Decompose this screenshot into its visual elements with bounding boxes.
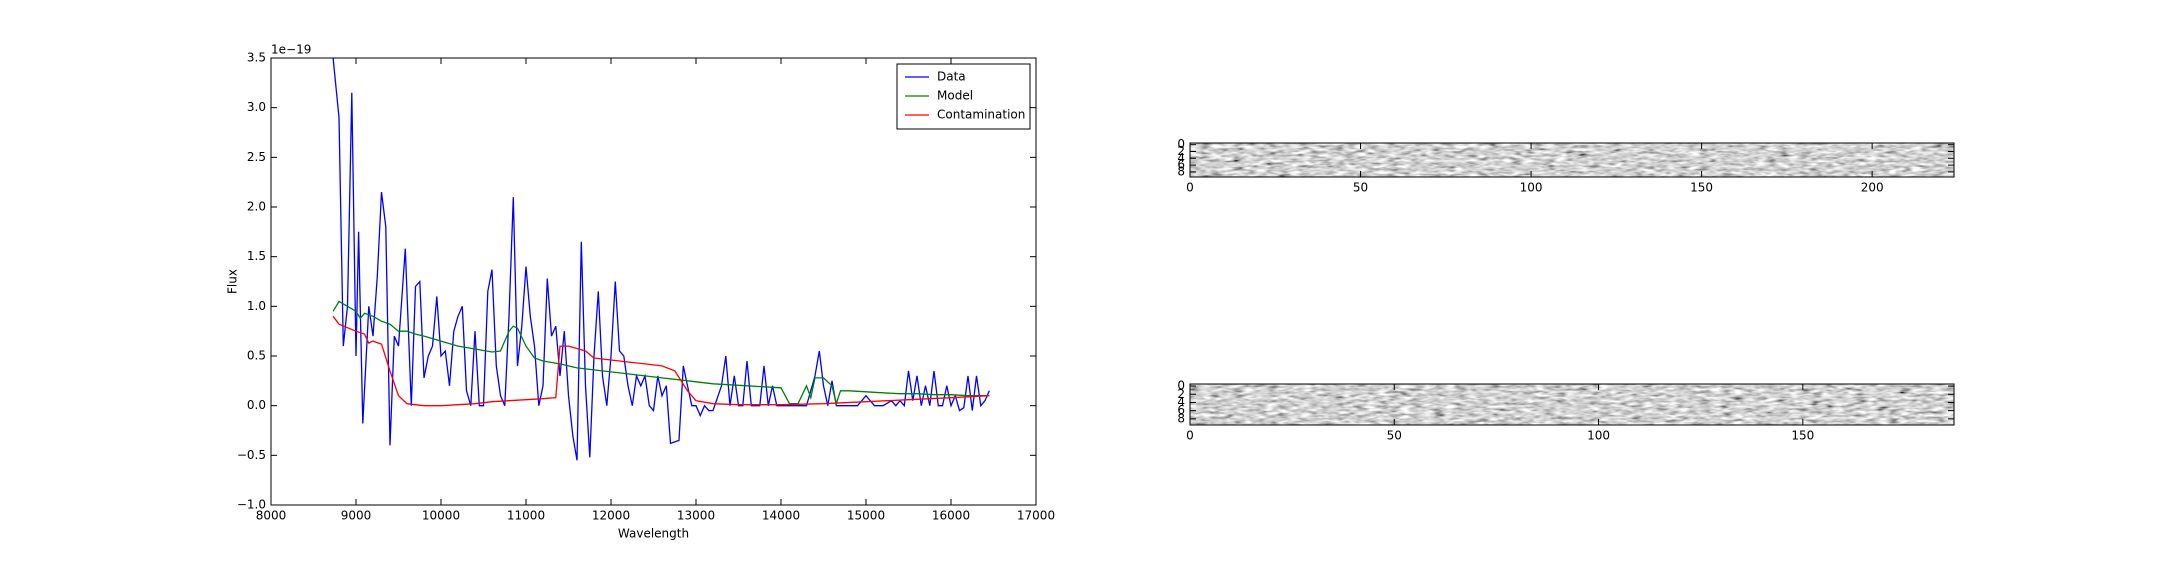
y-tick-label: 4: [1177, 395, 1185, 409]
y-tick-label: 8: [1177, 164, 1185, 178]
y-tick-label: 2: [1177, 387, 1185, 401]
y-tick-label: −0.5: [237, 448, 266, 462]
legend-label: Contamination: [937, 108, 1025, 122]
x-tick-label: 9000: [341, 509, 372, 523]
y-tick-label: 0.0: [247, 398, 266, 412]
series-line: [332, 315, 990, 407]
x-tick-label: 100: [1587, 429, 1610, 443]
x-tick-label: 16000: [932, 509, 970, 523]
x-tick-label: 50: [1387, 429, 1402, 443]
x-tick-label: 10000: [422, 509, 460, 523]
x-tick-label: 200: [1861, 181, 1884, 195]
y-tick-label: 2.5: [247, 150, 266, 164]
image: [1190, 384, 1954, 425]
series-line: [332, 58, 990, 461]
x-tick-label: 150: [1791, 429, 1814, 443]
x-axis-label: Wavelength: [618, 527, 689, 541]
x-tick-label: 50: [1353, 181, 1368, 195]
x-tick-label: 13000: [677, 509, 715, 523]
y-tick-label: 3.0: [247, 100, 266, 114]
x-tick-label: 0: [1186, 181, 1194, 195]
offset-label: 1e−19: [271, 43, 311, 57]
y-tick-label: 0: [1177, 137, 1185, 151]
legend-label: Model: [937, 89, 973, 103]
series-line: [332, 300, 990, 407]
legend-label: Data: [937, 70, 966, 84]
y-tick-label: 3.5: [247, 51, 266, 65]
image: [1190, 143, 1954, 177]
axes-frame: [270, 57, 1037, 506]
y-tick-label: 6: [1177, 403, 1185, 417]
x-tick-label: 17000: [1017, 509, 1055, 523]
x-tick-label: 100: [1520, 181, 1543, 195]
y-tick-label: 0.5: [247, 349, 266, 363]
y-tick-label: 1.5: [247, 249, 266, 263]
x-tick-label: 0: [1186, 429, 1194, 443]
x-tick-label: 11000: [507, 509, 545, 523]
y-tick-label: 8: [1177, 411, 1185, 425]
x-tick-label: 8000: [256, 509, 287, 523]
y-tick-label: −1.0: [237, 498, 266, 512]
axes-frame: [1189, 142, 1955, 178]
x-tick-label: 15000: [847, 509, 885, 523]
x-tick-label: 12000: [592, 509, 630, 523]
y-tick-label: 0: [1177, 379, 1185, 393]
x-tick-label: 14000: [762, 509, 800, 523]
y-axis-label: Flux: [226, 269, 240, 294]
y-tick-label: 2.0: [247, 200, 266, 214]
y-tick-label: 2: [1177, 144, 1185, 158]
x-tick-label: 150: [1690, 181, 1713, 195]
y-tick-label: 4: [1177, 151, 1185, 165]
y-tick-label: 6: [1177, 158, 1185, 172]
axes-frame: [1189, 383, 1955, 426]
y-tick-label: 1.0: [247, 299, 266, 313]
